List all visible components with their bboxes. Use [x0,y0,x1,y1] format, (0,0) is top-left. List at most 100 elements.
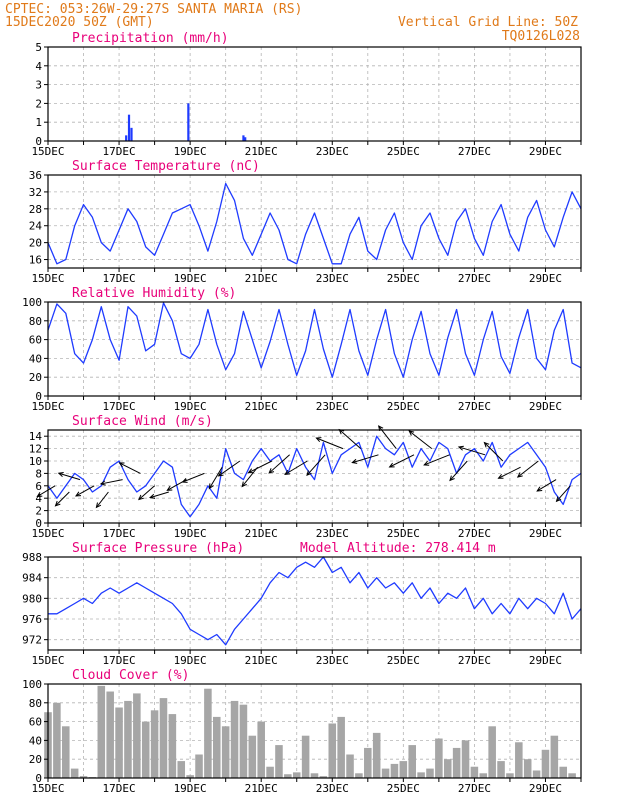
wind-vector-head [118,462,125,468]
wind-vector [484,442,504,462]
wind-vector-head [138,494,144,501]
rh-xtick-label: 19DEC [174,400,207,413]
wind-vector-head [378,425,384,431]
wind-vector-head [57,472,64,477]
wind-xtick-label: 25DEC [387,527,420,540]
wind-vector [408,430,433,449]
cloud-bar [61,726,70,778]
cloud-bar [488,726,496,778]
wind-vector-head [497,473,504,479]
temp-xtick-label: 25DEC [387,272,420,285]
wind-vector-head [95,502,102,509]
rh-ytick-label: 20 [29,371,42,384]
rh-xtick-label: 29DEC [529,400,562,413]
cloud-title: Cloud Cover (%) [72,668,189,683]
wind-xtick-label: 21DEC [245,527,278,540]
cloud-bar [97,685,106,778]
precip-bar [130,127,133,141]
temp-title: Surface Temperature (nC) [72,159,260,174]
cloud-xtick-label: 21DEC [245,782,278,795]
cloud-bar [124,700,132,778]
cloud-bar [70,768,79,778]
cloud-bar [328,723,337,778]
cloud-bar [195,754,203,778]
cloud-bar [248,735,257,778]
precip-xtick-label: 27DEC [458,145,491,158]
wind-vector [268,454,290,474]
wind-xtick-label: 29DEC [529,527,562,540]
station-header: CPTEC: 053:26W-29:27S SANTA MARIA (RS) [5,2,302,17]
wind-xtick-label: 15DEC [31,527,64,540]
wind-series-line [47,435,582,518]
pressure-xtick-label: 21DEC [245,654,278,667]
cloud-bar [266,766,274,778]
wind-xtick-label: 23DEC [316,527,349,540]
cloud-bar [257,721,265,778]
cloud-bar [239,704,248,778]
wind-vector [284,460,308,475]
cloud-bar [497,761,505,778]
rh-series-line [47,302,582,378]
precip-xtick-label: 21DEC [245,145,278,158]
wind-vector-head [483,441,490,448]
wind-vector [306,454,326,476]
wind-title: Surface Wind (m/s) [72,414,213,429]
wind-vector-head [351,458,358,464]
pressure-xtick-label: 27DEC [458,654,491,667]
cloud-xtick-label: 25DEC [387,782,420,795]
wind-vector-head [408,430,415,436]
pressure-series-line [48,556,582,646]
cloud-bar [541,749,550,778]
precip-ytick-label: 3 [35,79,42,92]
cloud-bar [310,773,319,778]
temp-xtick-label: 29DEC [529,272,562,285]
temp-ytick-label: 24 [29,220,43,233]
wind-vector [389,454,415,468]
wind-xtick-label: 27DEC [458,527,491,540]
rh-xtick-label: 25DEC [387,400,420,413]
temp-xtick-label: 19DEC [174,272,207,285]
wind-frame [47,429,582,524]
wind-xtick-label: 19DEC [174,527,207,540]
cloud-bar [275,745,283,778]
wind-vector-head [74,491,82,497]
pressure-xtick-label: 23DEC [316,654,349,667]
cloud-bar [301,735,310,778]
run-date: 15DEC2020 50Z (GMT) [5,15,154,30]
cloud-bar [559,766,568,778]
pressure-panel: 972 976 980 984 988 15DEC 17DEC 19DEC 21DEC 23DEC… [22,541,582,667]
wind-vector [138,485,155,500]
cloud-xtick-label: 19DEC [174,782,207,795]
cloud-bar [470,766,479,778]
cloud-xtick-label: 23DEC [316,782,349,795]
cloud-bar [133,693,141,778]
precip-bar [187,103,190,141]
wind-vector-head [306,470,312,477]
cloud-bar [443,759,452,778]
wind-vector [75,485,95,497]
wind-vector-head [315,437,322,443]
cloud-bar [515,742,523,778]
cloud-bar [292,772,301,778]
pressure-ytick-label: 980 [22,592,42,605]
cloud-xtick-label: 29DEC [529,782,562,795]
cloud-bar [399,761,408,778]
wind-vector [338,429,362,449]
pressure-title: Surface Pressure (hPa) [72,541,244,556]
cloud-ytick-label: 80 [29,697,42,710]
vertical-grid-note: Vertical Grid Line: 50Z [398,15,578,30]
cloud-bar [568,773,576,778]
pressure-frame [47,556,582,651]
rh-ytick-label: 40 [29,352,42,365]
wind-vector-head [181,478,188,483]
wind-vector [423,454,450,466]
precip-ytick-label: 0 [35,135,42,148]
temp-ytick-label: 32 [29,186,42,199]
cloud-bar [106,691,114,778]
wind-vector [241,466,259,487]
temp-xtick-label: 21DEC [245,272,278,285]
precip-xtick-label: 15DEC [31,145,64,158]
pressure-xtick-label: 19DEC [174,654,207,667]
wind-vector [119,462,141,474]
